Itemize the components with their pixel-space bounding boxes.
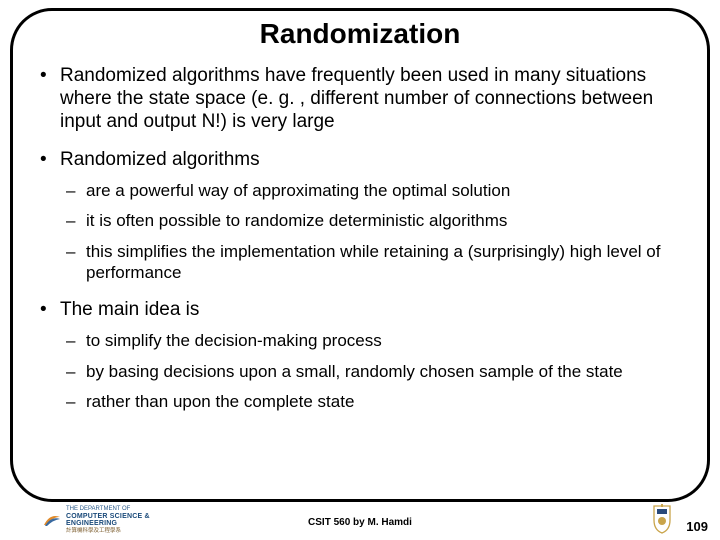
dept-line-cjk: 計算機科學及工程學系 [66, 528, 150, 534]
dash-text: this simplifies the implementation while… [86, 242, 660, 282]
dash-item: by basing decisions upon a small, random… [60, 362, 690, 383]
bullet-item: The main idea is to simplify the decisio… [36, 298, 690, 413]
slide-title: Randomization [0, 18, 720, 50]
dash-item: it is often possible to randomize determ… [60, 211, 690, 232]
bullet-text: Randomized algorithms have frequently be… [60, 65, 653, 132]
page-number: 109 [686, 519, 708, 534]
dash-text: to simplify the decision-making process [86, 331, 382, 350]
dash-text: it is often possible to randomize determ… [86, 211, 507, 230]
dash-list: are a powerful way of approximating the … [60, 181, 690, 284]
dash-item: to simplify the decision-making process [60, 331, 690, 352]
footer-caption: CSIT 560 by M. Hamdi [0, 517, 720, 528]
dash-text: rather than upon the complete state [86, 392, 354, 411]
dash-item: are a powerful way of approximating the … [60, 181, 690, 202]
dash-text: by basing decisions upon a small, random… [86, 362, 623, 381]
dash-item: this simplifies the implementation while… [60, 242, 690, 283]
dept-line-top: THE DEPARTMENT OF [66, 506, 150, 513]
dash-text: are a powerful way of approximating the … [86, 181, 510, 200]
dash-list: to simplify the decision-making process … [60, 331, 690, 413]
bullet-text: Randomized algorithms [60, 149, 260, 170]
slide: Randomization Randomized algorithms have… [0, 0, 720, 540]
bullet-item: Randomized algorithms have frequently be… [36, 64, 690, 134]
dash-item: rather than upon the complete state [60, 392, 690, 413]
footer: THE DEPARTMENT OF COMPUTER SCIENCE & ENG… [0, 504, 720, 540]
bullet-list: Randomized algorithms have frequently be… [36, 64, 690, 413]
slide-body: Randomized algorithms have frequently be… [36, 64, 690, 427]
bullet-item: Randomized algorithms are a powerful way… [36, 148, 690, 284]
bullet-text: The main idea is [60, 299, 199, 320]
university-crest-icon [650, 504, 674, 534]
